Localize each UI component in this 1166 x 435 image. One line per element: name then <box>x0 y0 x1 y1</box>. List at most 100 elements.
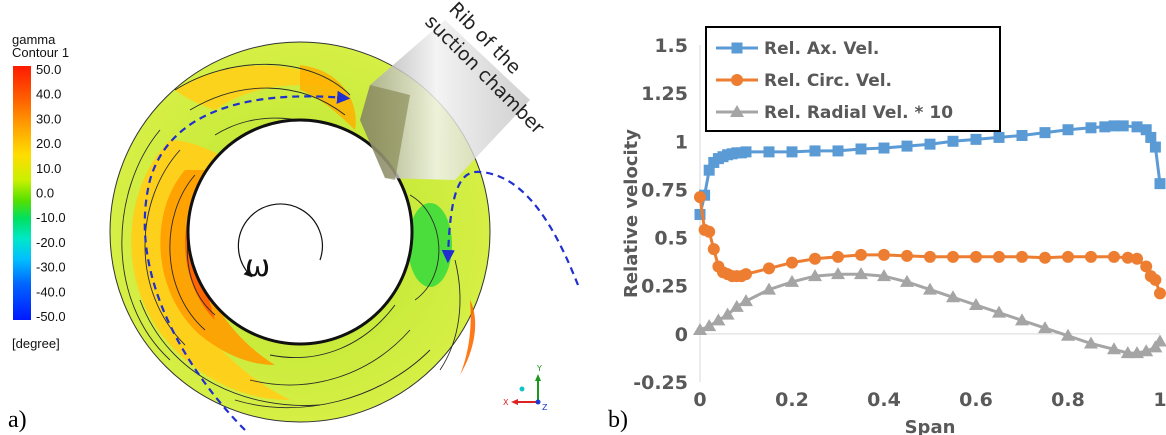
colorbar-level: -20.0 <box>36 235 66 250</box>
data-point <box>993 250 1005 263</box>
series-2 <box>694 191 1166 300</box>
data-point <box>694 191 706 204</box>
data-point <box>809 145 821 157</box>
data-point <box>877 269 891 282</box>
data-point <box>763 146 775 158</box>
contour-band-top <box>175 65 340 110</box>
data-point <box>1085 250 1097 263</box>
y-tick-label: 0 <box>675 324 688 346</box>
data-point <box>832 145 844 157</box>
colorbar-level: 10.0 <box>36 161 61 176</box>
data-point <box>1149 141 1161 153</box>
colorbar-level: -30.0 <box>36 260 66 275</box>
colorbar-gradient <box>13 66 31 320</box>
suction-chamber-rib: Rib of the suction chamber <box>360 0 549 180</box>
data-point <box>1149 273 1162 286</box>
data-point <box>923 282 937 295</box>
colorbar-level: 30.0 <box>36 111 61 126</box>
triad-y-arrow <box>535 374 541 381</box>
data-point <box>1062 250 1074 263</box>
flow-paths <box>143 90 580 431</box>
legend-swatch-marker <box>731 74 743 86</box>
y-axis-title: Relative velocity <box>621 129 642 298</box>
x-axis-title: Span <box>905 417 956 435</box>
data-point <box>831 267 845 280</box>
colorbar-level: 0.0 <box>36 186 54 201</box>
data-point <box>969 297 983 310</box>
data-point <box>694 208 706 220</box>
data-point <box>970 250 982 263</box>
y-tick-label: 0.75 <box>641 179 688 201</box>
data-point <box>1085 122 1097 134</box>
data-point <box>855 143 867 155</box>
line-chart: 0 0.2 0.4 0.6 0.8 1-0.2500.250.50.7511.251.5S… <box>621 26 1166 435</box>
data-point <box>1140 124 1152 136</box>
data-point <box>740 268 752 281</box>
data-point <box>1140 260 1153 273</box>
rib-overlay <box>360 20 530 180</box>
data-point <box>1108 250 1120 263</box>
data-point <box>924 250 936 263</box>
triad-z-label: Z <box>542 403 548 412</box>
contour-band-edge-red <box>460 300 476 375</box>
data-point <box>878 142 890 154</box>
data-point <box>702 319 717 332</box>
data-point <box>693 323 707 336</box>
y-tick-label: 1.25 <box>641 83 688 105</box>
data-point <box>946 290 960 303</box>
data-point <box>1061 328 1075 341</box>
data-point <box>1108 120 1120 132</box>
contour-band-top-orange <box>300 65 356 130</box>
data-point <box>947 135 959 147</box>
colorbar-level: 40.0 <box>36 87 61 102</box>
x-tick-label: 0.4 <box>867 389 901 411</box>
legend-entry: Rel. Radial Vel. * 10 <box>716 103 953 123</box>
data-point <box>1131 121 1143 133</box>
legend-label: Rel. Radial Vel. * 10 <box>764 103 953 123</box>
data-point <box>809 252 821 265</box>
y-tick-label: 0.25 <box>641 276 688 298</box>
data-point <box>1145 131 1157 143</box>
data-point <box>1084 336 1098 349</box>
data-point <box>1039 251 1051 264</box>
data-point <box>1015 313 1029 326</box>
data-point <box>739 294 753 307</box>
colorbar-level: -10.0 <box>36 210 66 225</box>
data-point <box>1039 127 1051 139</box>
panel-a-label: a) <box>8 407 27 433</box>
legend-entry: Rel. Ax. Vel. <box>716 39 879 59</box>
colorbar-level: -40.0 <box>36 284 66 299</box>
rib-shadow <box>360 85 410 180</box>
data-point <box>970 133 982 145</box>
colorbar-unit: [degree] <box>12 336 60 351</box>
omega-symbol: ω <box>245 249 270 284</box>
data-point <box>808 269 822 282</box>
y-tick-label: 1.5 <box>654 35 688 57</box>
data-point <box>763 262 775 275</box>
data-point <box>947 250 959 263</box>
legend-label: Rel. Circ. Vel. <box>764 71 892 91</box>
legend-swatch-marker <box>731 42 743 54</box>
hub-circle <box>186 118 414 346</box>
x-tick-label: 0.8 <box>1051 389 1085 411</box>
rotation-arrow <box>237 203 323 278</box>
data-point <box>740 146 752 158</box>
y-tick-label: 0.5 <box>654 228 688 250</box>
data-point <box>1107 342 1121 355</box>
data-point <box>924 138 936 150</box>
data-point <box>832 250 844 263</box>
data-point <box>993 131 1005 143</box>
series-1 <box>694 120 1166 220</box>
x-tick-label: 1 <box>1153 389 1166 411</box>
series-3 <box>693 267 1166 359</box>
triad-y-label: Y <box>536 364 542 373</box>
data-point <box>901 140 913 152</box>
panel-b: b) 0 0.2 0.4 0.6 0.8 1-0.2500.250.50.7511.251… <box>608 26 1166 435</box>
data-point <box>1154 178 1166 190</box>
panel-a: gamma Contour 1 50.0 40.0 30.0 20.0 10.0 0.0 -… <box>8 0 580 433</box>
data-point <box>703 225 716 238</box>
data-point <box>1016 250 1028 263</box>
x-tick-label: 0 <box>693 389 706 411</box>
data-point <box>1139 344 1154 357</box>
